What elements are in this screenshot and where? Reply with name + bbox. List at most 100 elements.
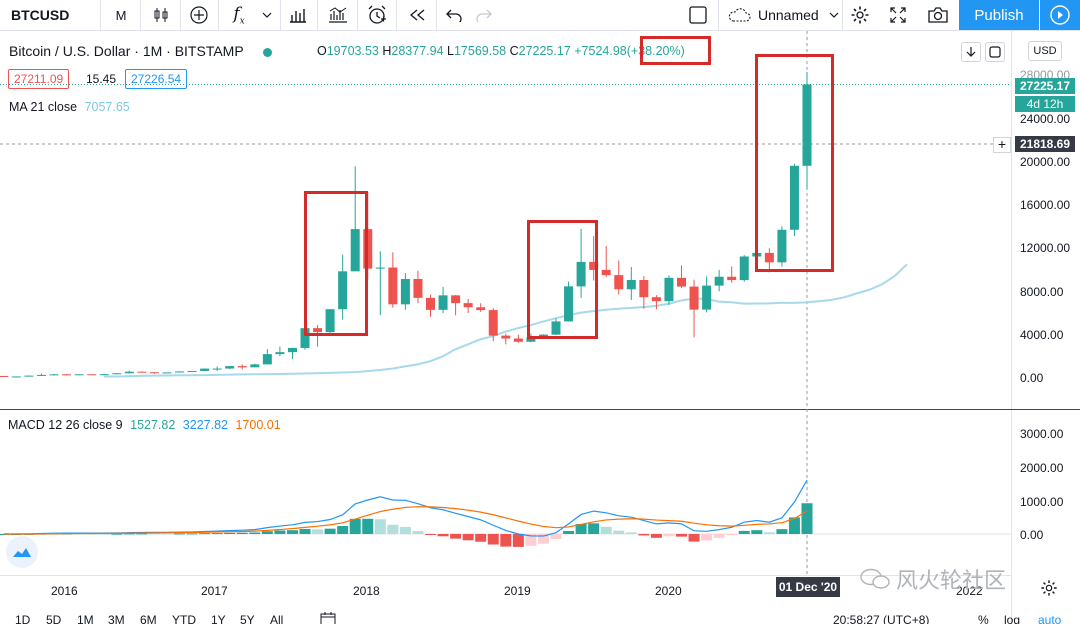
high-value: 28377.94 xyxy=(391,44,444,58)
compare-button[interactable] xyxy=(182,0,216,30)
snapshot-button[interactable] xyxy=(922,0,954,30)
candle-body xyxy=(764,252,774,263)
macd-histogram-bar xyxy=(349,518,361,534)
redo-button[interactable] xyxy=(468,0,500,30)
candle-body xyxy=(124,371,134,374)
indicator-templates-icon xyxy=(329,7,347,23)
macd-histogram-bar xyxy=(588,523,600,534)
macd-histogram-bar xyxy=(324,528,336,534)
axis-settings-button[interactable] xyxy=(1040,579,1058,602)
watermark-text: 风火轮社区 xyxy=(896,569,1007,594)
auto-toggle[interactable]: auto xyxy=(1038,613,1062,624)
currency-button[interactable]: USD xyxy=(1028,41,1062,61)
calendar-icon xyxy=(320,612,336,624)
range-1d[interactable]: 1D xyxy=(15,613,31,624)
macd-histogram-bar xyxy=(500,534,512,547)
chart-canvas[interactable] xyxy=(0,31,1080,624)
price-tick: 8000.00 xyxy=(1020,285,1064,299)
price-tick: 12000.00 xyxy=(1020,241,1071,255)
candle-body xyxy=(576,261,586,287)
range-6m[interactable]: 6M xyxy=(140,613,157,624)
price-tick: 16000.00 xyxy=(1020,198,1071,212)
range-3m[interactable]: 3M xyxy=(108,613,125,624)
range-all[interactable]: All xyxy=(270,613,284,624)
macd-histogram-bar xyxy=(738,530,750,534)
indicators-button[interactable]: fx xyxy=(222,0,256,30)
chart-style-button[interactable] xyxy=(144,0,178,30)
price-tick: 0.00 xyxy=(1020,371,1044,385)
macd-histogram-bar xyxy=(512,534,524,547)
layout-name: Unnamed xyxy=(758,7,819,23)
macd-tick: 2000.00 xyxy=(1020,461,1064,475)
tradingview-logo[interactable] xyxy=(6,536,38,568)
ma-legend[interactable]: MA 21 close 7057.65 xyxy=(9,100,130,114)
macd-histogram-bar xyxy=(337,525,349,534)
symbol-title[interactable]: Bitcoin / U.S. Dollar · 1M · BITSTAMP xyxy=(9,43,244,59)
candle-body xyxy=(789,165,799,230)
replay-button[interactable] xyxy=(400,0,434,30)
range-1m[interactable]: 1M xyxy=(77,613,94,624)
candle-body xyxy=(501,335,511,339)
alarm-clock-icon xyxy=(368,5,386,24)
macd-histogram-bar xyxy=(726,534,738,536)
symbol-search-button[interactable]: BTCUSD xyxy=(11,7,70,23)
interval-button[interactable]: M xyxy=(115,7,127,23)
macd-histogram-bar xyxy=(563,530,575,534)
candle-body xyxy=(614,275,624,290)
financials-button[interactable] xyxy=(281,0,315,30)
fullscreen-select-button[interactable] xyxy=(680,0,716,30)
ask-price[interactable]: 27226.54 xyxy=(125,69,188,89)
range-5y[interactable]: 5Y xyxy=(240,613,255,624)
candle-body xyxy=(375,267,385,269)
range-1y[interactable]: 1Y xyxy=(211,613,226,624)
publish-button[interactable]: Publish xyxy=(959,0,1039,30)
macd-tick: 0.00 xyxy=(1020,528,1044,542)
candle-body xyxy=(677,277,686,287)
chart-legend: Bitcoin / U.S. Dollar · 1M · BITSTAMP xyxy=(9,43,280,59)
candle-body xyxy=(225,366,235,369)
bid-price[interactable]: 27211.09 xyxy=(8,69,70,89)
crosshair-date-tag: 01 Dec '20 xyxy=(776,577,840,597)
macd-tick: 1000.00 xyxy=(1020,495,1064,509)
log-toggle[interactable]: log xyxy=(1004,613,1021,624)
range-5d[interactable]: 5D xyxy=(46,613,62,624)
range-ytd[interactable]: YTD xyxy=(172,613,196,624)
price-tick: 20000.00 xyxy=(1020,155,1071,169)
price-tick: 24000.00 xyxy=(1020,112,1071,126)
highlight-box-change xyxy=(640,36,711,65)
close-value: 27225.17 xyxy=(518,44,571,58)
candle-body xyxy=(325,309,335,333)
alert-button[interactable] xyxy=(360,0,394,30)
time-tick: 2022 xyxy=(956,584,983,598)
macd-histogram-bar xyxy=(537,534,549,544)
layout-save-button[interactable]: Unnamed xyxy=(722,0,840,30)
macd-histogram-bar xyxy=(550,534,562,539)
goto-date-button[interactable] xyxy=(320,611,336,624)
macd-histogram-bar xyxy=(174,533,185,535)
chart-area[interactable]: Bitcoin / U.S. Dollar · 1M · BITSTAMP O1… xyxy=(0,31,1080,624)
percent-toggle[interactable]: % xyxy=(978,613,989,624)
candle-body xyxy=(300,328,310,348)
publish-options-button[interactable] xyxy=(1040,0,1080,30)
fullscreen-button[interactable] xyxy=(882,0,914,30)
clock[interactable]: 20:58:27 (UTC+8) xyxy=(833,613,930,624)
macd-histogram-bar xyxy=(613,530,625,534)
undo-button[interactable] xyxy=(438,0,470,30)
candle-body xyxy=(526,337,536,342)
settings-button[interactable] xyxy=(844,0,876,30)
candle-body xyxy=(262,354,272,365)
candle-body xyxy=(488,310,498,336)
cloud-icon xyxy=(728,8,751,22)
indicators-dropdown[interactable] xyxy=(256,0,278,30)
candle-body xyxy=(313,328,323,333)
pane-maximize-button[interactable] xyxy=(985,42,1005,62)
expand-icon xyxy=(890,7,906,23)
macd-legend[interactable]: MACD 12 26 close 9 1527.82 3227.82 1700.… xyxy=(8,418,281,432)
add-alert-plus-button[interactable]: + xyxy=(993,137,1011,153)
candle-body xyxy=(626,279,636,290)
macd-histogram-bar xyxy=(399,526,411,534)
macd-histogram-bar xyxy=(299,529,311,534)
pane-collapse-button[interactable] xyxy=(961,42,981,62)
spread-value: 15.45 xyxy=(86,72,117,86)
templates-button[interactable] xyxy=(321,0,355,30)
